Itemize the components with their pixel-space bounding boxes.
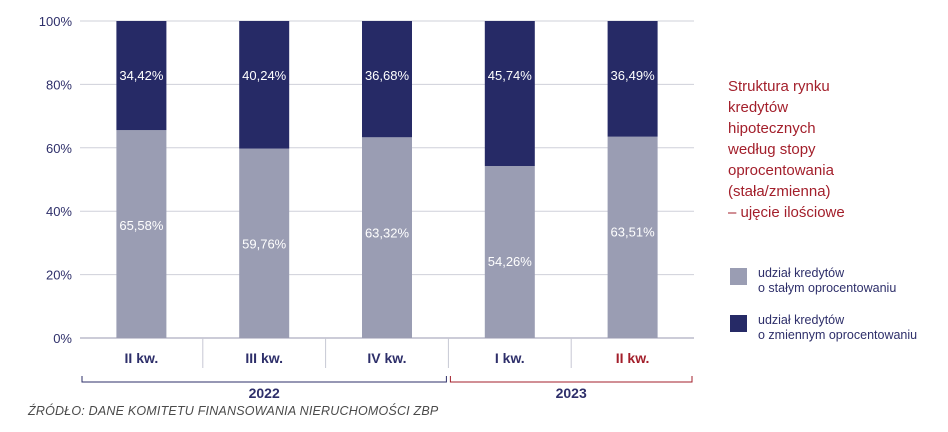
bar-segment-fixed	[607, 136, 658, 338]
x-tick-label: I kw.	[495, 350, 525, 366]
bar-segment-variable	[484, 21, 535, 166]
data-label: 45,74%	[488, 68, 533, 83]
legend-label-line: udział kredytów	[758, 313, 845, 327]
y-tick-label: 60%	[46, 141, 72, 156]
bar-segment-fixed	[239, 148, 290, 338]
group-bracket	[449, 376, 693, 383]
side-title-line: według stopy	[728, 141, 816, 158]
legend-swatch-variable	[730, 315, 747, 332]
legend-label-line: o stałym oprocentowaniu	[758, 281, 897, 295]
y-tick-label: 20%	[46, 268, 72, 283]
group-label: 2022	[249, 385, 280, 400]
data-label: 36,49%	[611, 68, 656, 83]
x-tick-label: II kw.	[125, 350, 159, 366]
y-tick-label: 40%	[46, 204, 72, 219]
bar-segment-variable	[116, 21, 167, 131]
group-label: 2023	[556, 385, 587, 400]
y-tick-label: 80%	[46, 77, 72, 92]
side-title-line: oprocentowania	[728, 162, 834, 179]
x-axis: II kw. III kw. IV kw. I kw. II kw. 2022 2023	[80, 337, 694, 400]
data-label: 63,32%	[365, 225, 410, 240]
legend-label-line: o zmiennym oprocentowaniu	[758, 328, 918, 342]
side-title-line: – ujęcie ilościowe	[728, 204, 845, 221]
data-label: 36,68%	[365, 68, 410, 83]
legend-label-line: udział kredytów	[758, 266, 845, 280]
side-title-line: kredytów	[728, 99, 789, 116]
data-label: 40,24%	[242, 68, 287, 83]
x-tick-label: IV kw.	[367, 350, 406, 366]
data-label: 34,42%	[119, 68, 164, 83]
side-title-line: hipotecznych	[728, 120, 816, 137]
data-label: 59,76%	[242, 237, 287, 252]
bar-segment-variable	[362, 21, 412, 138]
bars: 65,58% 34,42% 59,76% 40,24% 63,32% 36,68% 54,2…	[116, 21, 658, 338]
source-note: ŹRÓDŁO: DANE KOMITETU FINANSOWANIA NIERU…	[28, 404, 439, 418]
x-tick-label: III kw.	[245, 350, 283, 366]
bar-segment-fixed	[116, 130, 167, 338]
bar-segment-variable	[239, 21, 290, 149]
y-tick-label: 0%	[53, 331, 72, 346]
side-title-line: (stała/zmienna)	[728, 183, 831, 200]
bar-segment-fixed	[484, 165, 535, 338]
data-label: 63,51%	[611, 225, 656, 240]
chart-side-title: Struktura rynku kredytów hipotecznych we…	[728, 76, 918, 223]
y-axis: 0% 20% 40% 60% 80% 100%	[39, 14, 73, 346]
legend-swatch-fixed	[730, 268, 747, 285]
legend-label-variable: udział kredytów o zmiennym oprocentowani…	[758, 313, 917, 343]
x-tick-label: II kw.	[616, 350, 650, 366]
group-bracket	[81, 376, 447, 383]
bar-segment-fixed	[362, 137, 412, 338]
y-tick-label: 100%	[39, 14, 73, 29]
legend-label-fixed: udział kredytów o stałym oprocentowaniu	[758, 266, 896, 296]
data-label: 65,58%	[119, 218, 164, 233]
side-title-line: Struktura rynku	[728, 78, 830, 95]
bar-segment-variable	[607, 21, 658, 137]
stacked-bar-chart: 0% 20% 40% 60% 80% 100% 65,58% 34,42% 59,76% 40,…	[39, 14, 694, 400]
data-label: 54,26%	[488, 254, 533, 269]
